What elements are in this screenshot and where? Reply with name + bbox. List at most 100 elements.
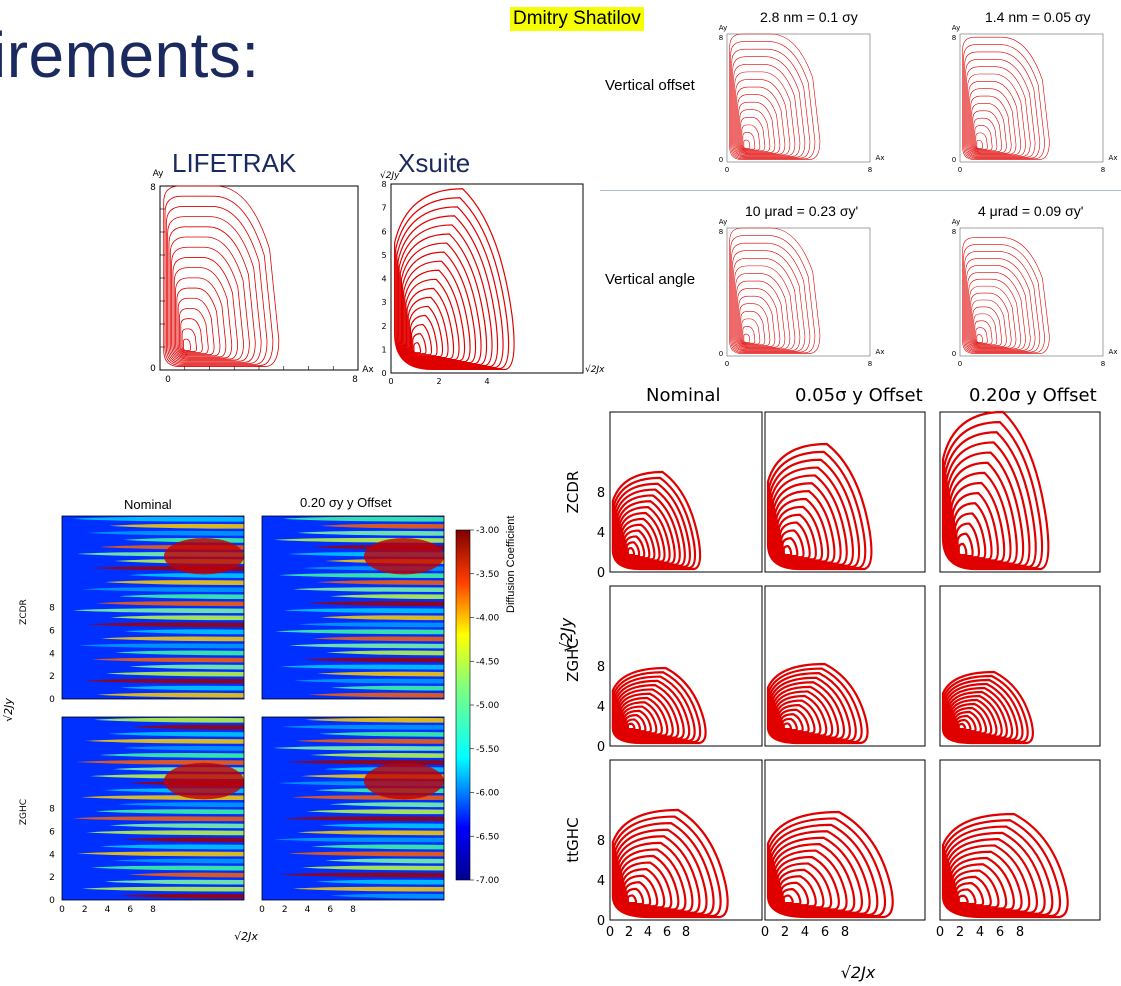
xsuite-xtick-label: 0 <box>388 377 393 386</box>
heatmap-streak <box>306 809 444 815</box>
panel-title-angle-1: 10 μrad = 0.23 σy' <box>745 203 859 219</box>
bottom-right-contour <box>769 458 861 568</box>
top-right-contour <box>968 278 1022 350</box>
heatmap-streak <box>96 601 244 607</box>
heatmap-streak <box>105 879 244 885</box>
diffusion-heatmaps: 0 2 4 6 8 0 2 4 6 8 0 2 4 6 8 0 2 4 6 8 ZCDR ZGHC √2Jy √2Jx -3.0… <box>2 515 500 943</box>
bottom-right-contour <box>944 678 1024 742</box>
top-right-contour <box>962 237 1050 354</box>
lifetrak-contour <box>165 206 268 365</box>
top-right-contour <box>973 313 998 346</box>
top-right-contour <box>970 95 1012 154</box>
bottom-right-contour <box>612 671 702 744</box>
heatmap-xtick-label: 0 <box>59 905 65 915</box>
heatmap-xtick-label: 2 <box>82 905 88 915</box>
heatmap-streak <box>100 844 244 850</box>
heatmap-ytick-label: 6 <box>49 626 55 636</box>
heatmap-background <box>262 717 444 900</box>
bottom-right-contour <box>779 708 810 734</box>
heatmap-streak <box>92 657 244 663</box>
xsuite-xtick-label: 2 <box>436 377 441 386</box>
lifetrak-contour <box>183 338 192 351</box>
heatmap-streak <box>72 516 244 522</box>
lifetrak-contour <box>168 226 256 363</box>
heatmap-streak <box>82 587 244 593</box>
heatmap-ytick-label: 2 <box>49 672 55 682</box>
top-right-contour <box>740 117 766 152</box>
bottom-right-contour <box>954 710 982 734</box>
heatmap-streak <box>308 692 444 698</box>
top-right-contour <box>739 109 771 152</box>
contour-ytick-label: 4 <box>597 874 605 889</box>
heatmap-ytick-label: 8 <box>49 805 55 815</box>
contour-ytick-label: 4 <box>597 526 605 541</box>
xsuite-ytick-label: 3 <box>381 298 386 307</box>
contour-xtick-label: 0 <box>606 925 614 940</box>
contour-xtick-label: 6 <box>996 925 1004 940</box>
top-right-xtick-0: 0 <box>725 360 729 368</box>
heatmap-streak <box>310 752 444 758</box>
top-right-contour <box>741 318 761 345</box>
heatmap-streak <box>282 724 444 730</box>
top-right-contour <box>975 327 988 344</box>
heatmap-streak <box>316 580 444 585</box>
heatmap-panel <box>62 516 244 699</box>
top-right-contour <box>741 124 761 151</box>
top-right-contour <box>732 56 806 158</box>
heatmap-ylabel: √2Jy <box>2 698 15 722</box>
heatmap-xtick-label: 0 <box>259 905 265 915</box>
heatmap-xtick-label: 8 <box>150 905 156 915</box>
heatmap-streak <box>106 671 244 677</box>
top-right-contour <box>972 110 1003 152</box>
top-right-ytick-8: 8 <box>719 228 723 236</box>
heatmap-ytick-label: 4 <box>49 850 55 860</box>
colorbar-tick-label: -7.00 <box>476 876 500 886</box>
top-right-contour <box>962 36 1050 160</box>
xsuite-contour <box>401 251 477 364</box>
top-right-xlabel: Ax <box>876 348 885 356</box>
contour-title-nominal: Nominal <box>646 385 721 406</box>
panel-title-angle-2: 4 μrad = 0.09 σy' <box>978 203 1084 219</box>
top-right-contour <box>971 299 1007 347</box>
heatmap-streak <box>120 685 244 691</box>
contour-xtick-label: 6 <box>663 925 671 940</box>
heatmap-streak <box>305 717 444 723</box>
top-right-ytick-8: 8 <box>952 34 956 42</box>
contour-title-005: 0.05σ y Offset <box>795 385 923 406</box>
xsuite-contour <box>413 342 422 354</box>
bottom-right-contour <box>943 421 1044 570</box>
bottom-right-contour <box>769 672 857 742</box>
top-right-xtick-0: 0 <box>725 166 729 174</box>
contour-ytick-label: 8 <box>597 834 605 849</box>
colorbar-tick-label: -6.00 <box>476 789 500 799</box>
bottom-right-contour <box>947 690 1008 739</box>
contour-xtick-label: 2 <box>956 925 964 940</box>
top-right-contour <box>731 48 811 159</box>
bottom-right-contour <box>768 817 887 918</box>
heatmap-title-offset: 0.20 σy y Offset <box>300 495 392 510</box>
xsuite-contour <box>398 224 493 367</box>
top-right-contour <box>966 66 1031 157</box>
lifetrak-contour <box>180 318 203 353</box>
contour-xtick-label: 4 <box>976 925 984 940</box>
bottom-right-contour <box>943 819 1062 918</box>
heatmap-streak <box>123 837 244 843</box>
heatmap-streak <box>129 664 244 670</box>
contour-xtick-label: 4 <box>644 925 652 940</box>
heatmap-streak <box>293 587 444 593</box>
xsuite-contour <box>403 260 471 363</box>
top-right-xtick-0: 0 <box>958 360 962 368</box>
bottom-right-contour <box>951 702 993 736</box>
heatmap-frame <box>261 515 445 700</box>
heatmap-xtick-label: 6 <box>327 905 333 915</box>
bottom-right-contour <box>611 470 702 571</box>
bottom-right-contour <box>946 686 1014 740</box>
xsuite-contour <box>406 287 455 360</box>
heatmap-streak <box>302 865 444 871</box>
xsuite-ylabel: √2Jy <box>380 170 400 181</box>
xsuite-contour <box>400 242 482 365</box>
bottom-right-contour <box>941 670 1034 745</box>
xsuite-contour <box>407 296 449 359</box>
heatmap-streak <box>330 594 444 600</box>
